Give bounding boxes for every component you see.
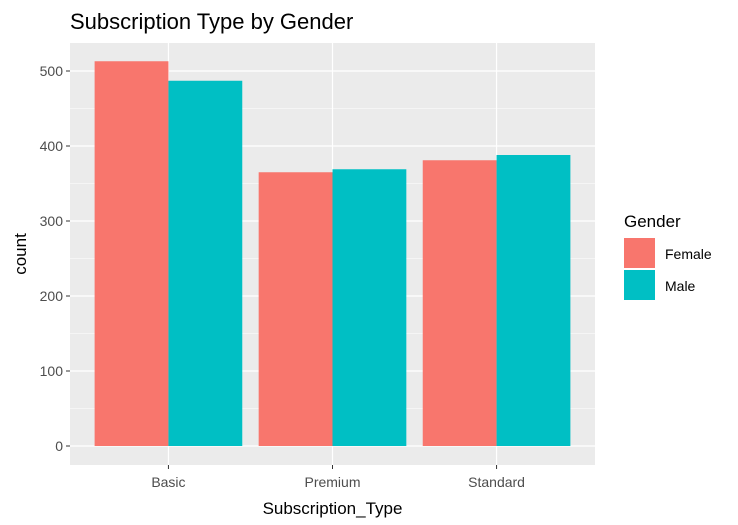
x-tick-label: Premium: [304, 474, 360, 490]
legend-title: Gender: [624, 212, 681, 231]
y-tick-label: 300: [40, 213, 64, 229]
x-axis: Basic Premium Standard: [151, 465, 525, 490]
legend-label-female: Female: [665, 246, 712, 262]
legend-label-male: Male: [665, 278, 696, 294]
bar-male-premium: [332, 169, 407, 446]
x-tick-label: Standard: [468, 474, 525, 490]
bar-male-basic: [168, 80, 243, 446]
bar-male-standard: [496, 155, 571, 446]
y-axis-title: count: [11, 233, 30, 275]
y-tick-label: 200: [40, 288, 64, 304]
legend: Gender Female Male: [624, 212, 712, 300]
bar-female-basic: [94, 61, 169, 446]
chart-title: Subscription Type by Gender: [70, 9, 353, 34]
y-axis: 0 100 200 300 400 500: [40, 63, 70, 454]
bars: [94, 61, 571, 446]
legend-key-male: [624, 270, 655, 300]
y-tick-label: 0: [55, 438, 63, 454]
y-tick-label: 400: [40, 138, 64, 154]
x-axis-title: Subscription_Type: [263, 499, 403, 518]
y-tick-label: 500: [40, 63, 64, 79]
y-tick-label: 100: [40, 363, 64, 379]
bar-female-standard: [422, 160, 497, 446]
legend-key-female: [624, 238, 655, 268]
x-tick-label: Basic: [151, 474, 185, 490]
bar-female-premium: [258, 172, 333, 446]
